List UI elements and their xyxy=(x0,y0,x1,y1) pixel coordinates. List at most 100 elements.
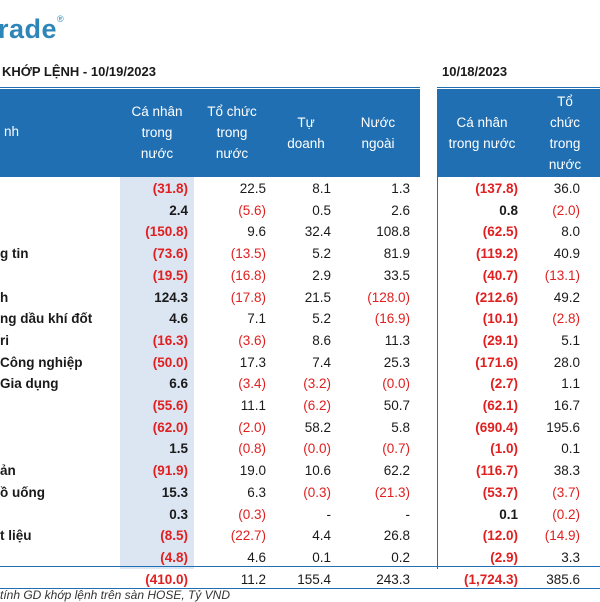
row-label: ồ uống xyxy=(0,484,45,500)
cell-value: 108.8 xyxy=(376,224,410,240)
cell-value: 62.2 xyxy=(383,463,410,479)
table-row: (150.8) 9.6 32.4 108.8 (62.5) 8.0 xyxy=(0,221,600,243)
cell-value: (12.0) xyxy=(482,528,518,544)
cell-value: 50.7 xyxy=(383,398,410,413)
cell-value: 81.9 xyxy=(383,246,410,262)
cell-value: 0.5 xyxy=(312,202,331,218)
cell-value: (55.6) xyxy=(152,398,188,413)
cell-value: (91.9) xyxy=(152,463,188,479)
cell-value: 0.2 xyxy=(391,549,410,565)
cell-value: (2.7) xyxy=(490,376,518,392)
cell-value: (0.3) xyxy=(303,484,331,500)
cell-value: (1,724.3) xyxy=(463,571,518,587)
table-row: ồ uống 15.3 6.3 (0.3) (21.3) (53.7) (3.7) xyxy=(0,482,600,504)
cell-value: (73.6) xyxy=(152,246,188,262)
cell-value: - xyxy=(405,506,411,522)
cell-value: (0.0) xyxy=(303,441,331,457)
cell-value: (2.0) xyxy=(238,419,266,435)
table-row: 1.5 (0.8) (0.0) (0.7) (1.0) 0.1 xyxy=(0,438,600,460)
cell-value: (62.5) xyxy=(482,224,518,240)
cell-value: (0.2) xyxy=(552,506,580,522)
cell-value: 0.1 xyxy=(561,441,580,457)
table-row: ản (91.9) 19.0 10.6 62.2 (116.7) 38.3 xyxy=(0,460,600,482)
cell-value: (212.6) xyxy=(475,289,518,305)
cell-value: (410.0) xyxy=(145,571,188,587)
header-band-right xyxy=(437,89,600,177)
cell-value: (14.9) xyxy=(544,528,580,544)
cell-value: (40.7) xyxy=(482,267,518,283)
cell-value: (3.2) xyxy=(303,376,331,392)
column-header-sector: nh xyxy=(4,124,20,139)
cell-value: 49.2 xyxy=(553,289,580,305)
cell-value: 5.1 xyxy=(561,332,580,348)
cell-value: (13.1) xyxy=(544,267,580,283)
cell-value: (31.8) xyxy=(152,181,188,196)
cell-value: 11.3 xyxy=(384,332,410,348)
divider xyxy=(0,87,420,88)
cell-value: (16.3) xyxy=(152,332,188,348)
cell-value: 7.4 xyxy=(312,354,331,370)
cell-value: 6.6 xyxy=(169,376,188,392)
cell-value: 243.3 xyxy=(376,571,410,587)
cell-value: (3.4) xyxy=(238,376,266,392)
cell-value: 16.7 xyxy=(553,398,580,413)
cell-value: (16.9) xyxy=(374,311,410,327)
cell-value: 26.8 xyxy=(383,528,410,544)
cell-value: (50.0) xyxy=(152,354,188,370)
cell-value: 8.0 xyxy=(561,224,580,240)
cell-value: (6.2) xyxy=(303,398,331,413)
cell-value: 15.3 xyxy=(161,484,188,500)
table-row: Công nghiệp (50.0) 17.3 7.4 25.3 (171.6) 28.0 xyxy=(0,352,600,374)
cell-value: 33.5 xyxy=(383,267,410,283)
cell-value: (2.0) xyxy=(552,202,580,218)
cell-value: 1.3 xyxy=(391,181,410,196)
cell-value: 4.4 xyxy=(312,528,331,544)
table-row: h 124.3 (17.8) 21.5 (128.0) (212.6) 49.2 xyxy=(0,287,600,309)
column-header-institution: Tổ chức trong nước xyxy=(207,104,257,161)
highlight-column xyxy=(120,177,194,569)
cell-value: (116.7) xyxy=(475,463,518,479)
cell-value: (2.9) xyxy=(490,549,518,565)
cell-value: (29.1) xyxy=(482,332,518,348)
cell-value: (2.8) xyxy=(552,311,580,327)
cell-value: 19.0 xyxy=(239,463,266,479)
cell-value: 10.6 xyxy=(304,463,331,479)
table-row: Gia dụng 6.6 (3.4) (3.2) (0.0) (2.7) 1.1 xyxy=(0,373,600,395)
footnote: tính GD khớp lệnh trên sàn HOSE, Tỷ VND xyxy=(0,588,231,602)
cell-value: 32.4 xyxy=(304,224,331,240)
cell-value: (5.6) xyxy=(238,202,266,218)
header-band-left xyxy=(0,89,420,177)
cell-value: (21.3) xyxy=(374,484,410,500)
cell-value: 2.4 xyxy=(169,202,188,218)
table-row: t liệu (8.5) (22.7) 4.4 26.8 (12.0) (14.9) xyxy=(0,525,600,547)
row-label: ri xyxy=(0,332,10,348)
cell-value: 5.2 xyxy=(312,246,331,262)
cell-value: (62.1) xyxy=(482,398,518,413)
row-label: ản xyxy=(0,463,16,479)
cell-value: 2.9 xyxy=(312,267,331,283)
row-label: t liệu xyxy=(0,528,32,544)
cell-value: (0.7) xyxy=(382,441,410,457)
cell-value: 17.3 xyxy=(239,354,266,370)
row-label: g tin xyxy=(0,246,29,262)
logo: rade® xyxy=(0,14,65,44)
cell-value: 3.3 xyxy=(561,549,580,565)
cell-value: 58.2 xyxy=(304,419,331,435)
table-title-left: KHỚP LỆNH - 10/19/2023 xyxy=(2,64,156,79)
cell-value: 11.1 xyxy=(240,398,266,413)
column-header-individual-prev: Cá nhân trong nước xyxy=(448,115,516,151)
cell-value: 28.0 xyxy=(553,354,580,370)
column-header-foreign: Nước ngoài xyxy=(360,115,396,151)
cell-value: 5.2 xyxy=(312,311,331,327)
cell-value: 7.1 xyxy=(247,311,266,327)
cell-value: 1.5 xyxy=(169,441,188,457)
cell-value: 8.1 xyxy=(312,181,331,196)
table-row: (19.5) (16.8) 2.9 33.5 (40.7) (13.1) xyxy=(0,265,600,287)
cell-value: (1.0) xyxy=(490,441,518,457)
cell-value: 2.6 xyxy=(391,202,410,218)
cell-value: (128.0) xyxy=(367,289,410,305)
table-row: (62.0) (2.0) 58.2 5.8 (690.4) 195.6 xyxy=(0,417,600,439)
table-row: (55.6) 11.1 (6.2) 50.7 (62.1) 16.7 xyxy=(0,395,600,417)
cell-value: (22.7) xyxy=(230,528,266,544)
divider xyxy=(0,588,600,589)
